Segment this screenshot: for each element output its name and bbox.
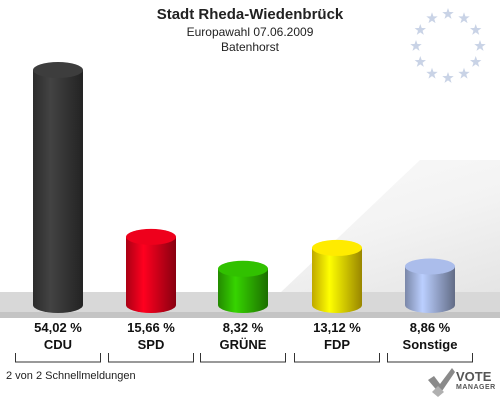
chart-subtitle: Europawahl 07.06.2009	[186, 25, 314, 39]
bar-cdu	[33, 62, 83, 313]
category-label: GRÜNE	[219, 337, 267, 352]
category-bracket	[387, 353, 473, 363]
bar-fdp	[312, 239, 362, 313]
votemanager-logo: VOTE MANAGER	[426, 366, 498, 398]
category-bracket	[294, 353, 380, 363]
eu-star	[414, 56, 426, 67]
category-label: Sonstige	[402, 337, 458, 352]
votemanager-check-icon	[428, 368, 455, 397]
eu-star	[458, 67, 470, 79]
eu-star	[410, 40, 422, 51]
status-text: 2 von 2 Schnellmeldungen	[6, 370, 136, 382]
bar-sonstige	[405, 258, 455, 313]
eu-star	[426, 12, 438, 24]
eu-star	[442, 8, 454, 19]
value-label: 8,86 %	[409, 320, 451, 335]
eu-star	[470, 56, 482, 67]
category-label: SPD	[137, 337, 165, 352]
category-bracket	[15, 353, 101, 363]
category-label: CDU	[43, 337, 73, 352]
category-label: FDP	[324, 337, 350, 352]
eu-star	[474, 40, 486, 51]
bar-spd	[126, 228, 176, 313]
eu-stars-icon	[410, 8, 486, 83]
value-label: 54,02 %	[34, 320, 82, 335]
value-label: 8,32 %	[222, 320, 264, 335]
eu-star	[442, 72, 454, 83]
eu-star	[458, 12, 470, 24]
bar-grüne	[218, 260, 268, 313]
category-bracket	[200, 353, 286, 363]
logo-manager-text: MANAGER	[456, 384, 496, 391]
chart-title: Stadt Rheda-Wiedenbrück	[156, 6, 344, 23]
value-label: 15,66 %	[127, 320, 175, 335]
value-label: 13,12 %	[313, 320, 361, 335]
eu-star	[426, 67, 438, 79]
district-name: Batenhorst	[220, 40, 280, 54]
category-bracket	[108, 353, 194, 363]
logo-vote-text: VOTE	[456, 369, 492, 384]
eu-star	[470, 24, 482, 35]
eu-star	[414, 24, 426, 35]
